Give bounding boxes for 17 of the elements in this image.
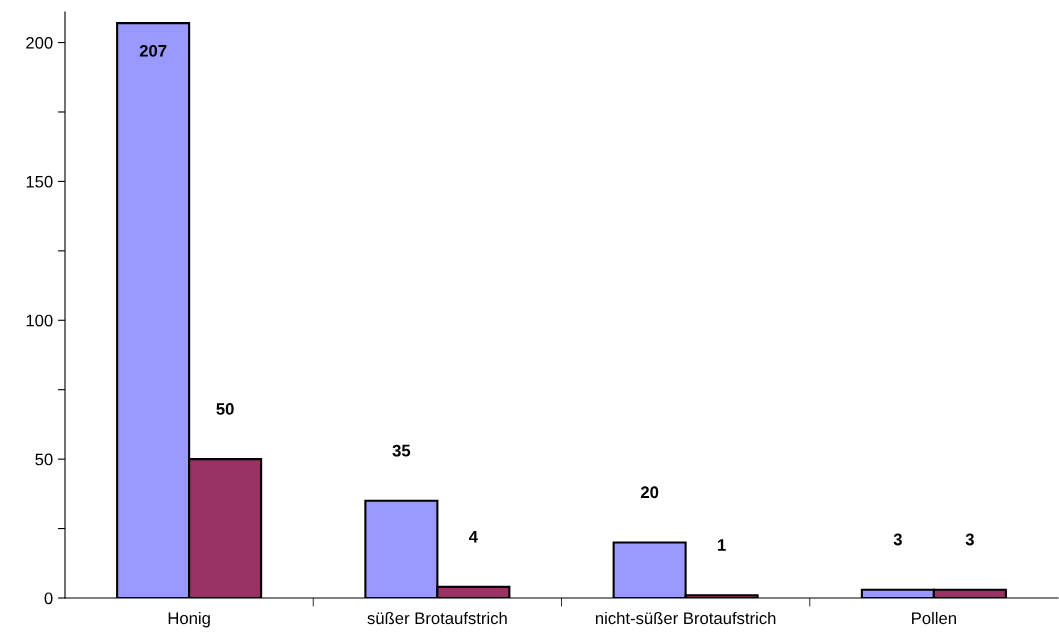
data-label: 35 — [392, 444, 411, 457]
y-tick-label: 50 — [35, 453, 53, 466]
data-label: 3 — [965, 533, 974, 546]
data-label: 20 — [640, 486, 659, 499]
data-label: 1 — [718, 539, 726, 551]
x-tick-label: nicht-süßer Brotaufstrich — [595, 611, 776, 625]
data-label: 50 — [216, 403, 234, 415]
data-label: 4 — [468, 530, 478, 543]
y-tick-label: 100 — [26, 314, 53, 327]
y-tick-label: 0 — [44, 592, 53, 605]
data-label: 207 — [139, 44, 167, 57]
y-tick-label: 150 — [26, 175, 53, 188]
y-tick-label: 200 — [26, 36, 53, 49]
data-label: 3 — [893, 533, 902, 546]
x-tick-label: Pollen — [912, 611, 956, 625]
x-tick-label: süßer Brotaufstrich — [367, 611, 507, 625]
x-tick-label: Honig — [168, 611, 210, 628]
